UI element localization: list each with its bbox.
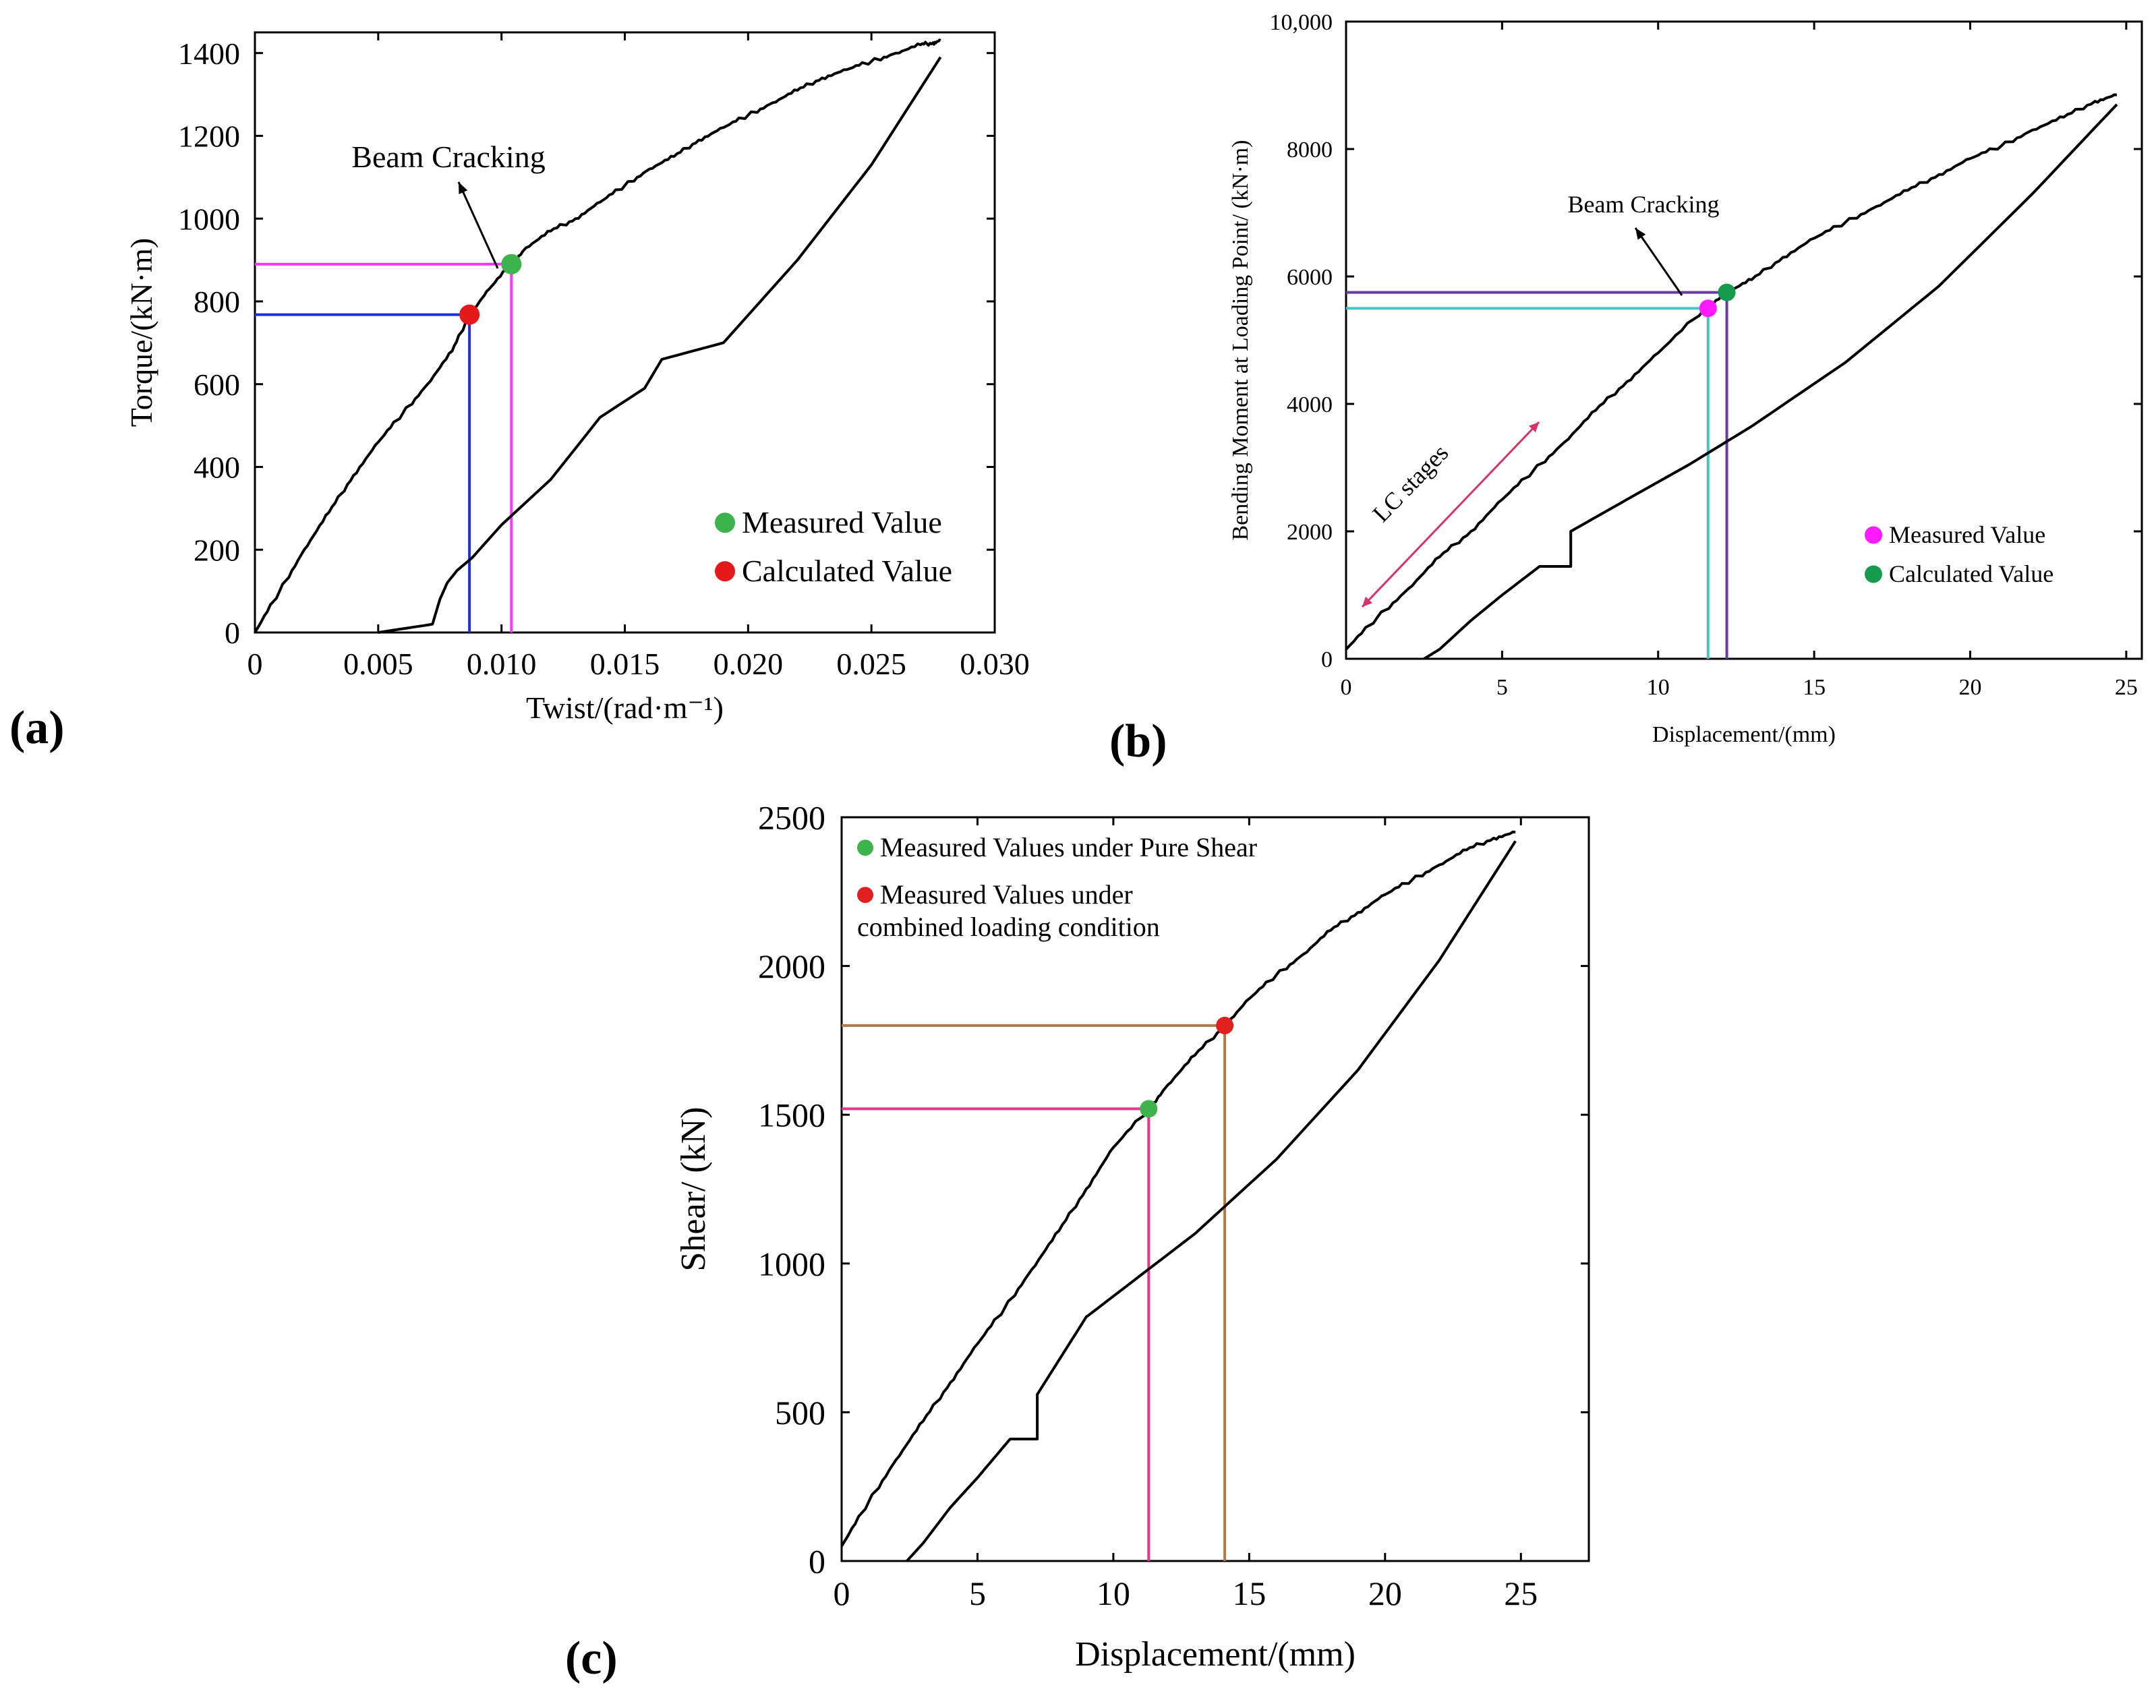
data-point bbox=[1718, 283, 1736, 301]
chart-panel-c: 0 5 10 15 20 25 0 500 1000 1500 2000 2500 Displaceme… bbox=[674, 799, 1590, 1674]
annotation-arrow bbox=[457, 181, 499, 269]
series-line-loading bbox=[254, 38, 941, 634]
annotation-arrow bbox=[1634, 227, 1683, 296]
lc-stages-arrow bbox=[1361, 421, 1540, 608]
chart-panel-b: 0 5 10 15 20 25 0 2000 4000 6000 8000 10,000 Displac… bbox=[1228, 10, 2143, 747]
x-tick-label: 5 bbox=[1496, 675, 1508, 700]
y-axis-label: Torque/(kN·m) bbox=[124, 238, 158, 427]
legend-marker bbox=[1865, 565, 1882, 583]
guide-line bbox=[255, 313, 471, 632]
y-tick-label: 2000 bbox=[758, 947, 825, 985]
lc-stages-arrowhead bbox=[1529, 422, 1539, 433]
x-tick-label: 0.025 bbox=[836, 647, 906, 681]
y-axis-label: Bending Moment at Loading Point/ (kN·m) bbox=[1228, 140, 1253, 541]
data-point bbox=[1216, 1016, 1234, 1034]
plot-frame bbox=[254, 31, 996, 634]
guide-line bbox=[842, 1107, 1150, 1561]
x-axis-label: Twist/(rad·m⁻¹) bbox=[526, 690, 724, 725]
data-point bbox=[501, 254, 522, 274]
legend-label: Measured Value bbox=[1889, 521, 2045, 548]
plot-frame bbox=[840, 816, 1590, 1562]
x-tick-label: 0 bbox=[834, 1574, 850, 1612]
legend-marker bbox=[857, 840, 873, 856]
y-tick-label: 2000 bbox=[1287, 520, 1333, 545]
data-point bbox=[1699, 299, 1717, 318]
y-tick-label: 500 bbox=[775, 1394, 825, 1432]
legend-label: Measured Values under Pure Shear bbox=[880, 832, 1257, 862]
annotation-arrowhead bbox=[459, 182, 468, 194]
x-tick-label: 5 bbox=[969, 1574, 986, 1612]
x-tick-label: 0.030 bbox=[960, 647, 1030, 681]
series-line-unloading bbox=[378, 56, 942, 634]
data-point bbox=[1140, 1100, 1158, 1118]
y-tick-label: 0 bbox=[1321, 647, 1333, 672]
panel-label-a: (a) bbox=[9, 702, 65, 754]
y-tick-label: 1500 bbox=[758, 1096, 825, 1134]
y-tick-label: 0 bbox=[225, 616, 240, 650]
x-tick-label: 0.015 bbox=[590, 647, 660, 681]
x-axis-label: Displacement/(mm) bbox=[1075, 1635, 1356, 1674]
y-tick-label: 800 bbox=[194, 285, 240, 319]
x-tick-label: 20 bbox=[1368, 1574, 1402, 1612]
x-tick-label: 0.005 bbox=[343, 647, 413, 681]
legend-marker bbox=[1865, 526, 1882, 544]
guide-line bbox=[842, 1024, 1227, 1561]
x-tick-label: 10 bbox=[1647, 675, 1670, 700]
legend-marker bbox=[715, 561, 735, 582]
x-tick-label: 15 bbox=[1232, 1574, 1266, 1612]
series-line-loading bbox=[1345, 93, 2118, 651]
y-tick-label: 6000 bbox=[1287, 265, 1333, 290]
legend-label: Calculated Value bbox=[742, 554, 952, 588]
annotation-beam-cracking: Beam Cracking bbox=[351, 140, 545, 174]
y-tick-label: 1000 bbox=[178, 202, 240, 236]
annotation-beam-cracking: Beam Cracking bbox=[1568, 191, 1720, 218]
y-tick-label: 8000 bbox=[1287, 138, 1333, 163]
data-point bbox=[459, 304, 480, 325]
y-tick-label: 4000 bbox=[1287, 392, 1333, 417]
y-tick-label: 1200 bbox=[178, 119, 240, 154]
x-tick-label: 10 bbox=[1097, 1574, 1130, 1612]
legend-label: Measured Values under bbox=[880, 879, 1133, 910]
series-line-unloading bbox=[1423, 103, 2118, 660]
lc-stages-arrowhead bbox=[1362, 596, 1372, 607]
x-axis-label: Displacement/(mm) bbox=[1652, 722, 1836, 747]
y-tick-label: 0 bbox=[809, 1543, 825, 1581]
y-axis-label: Shear/ (kN) bbox=[674, 1107, 713, 1271]
x-tick-label: 20 bbox=[1958, 675, 1981, 700]
x-tick-label: 15 bbox=[1803, 675, 1826, 700]
x-tick-label: 0.010 bbox=[467, 647, 537, 681]
plot-frame bbox=[1345, 20, 2143, 660]
x-tick-label: 0.020 bbox=[713, 647, 784, 681]
x-tick-label: 0 bbox=[247, 647, 263, 681]
y-tick-label: 200 bbox=[194, 533, 240, 567]
series-line-loading bbox=[840, 830, 1516, 1547]
legend-marker bbox=[715, 512, 735, 533]
panel-label-c: (c) bbox=[565, 1632, 618, 1684]
panel-label-b: (b) bbox=[1109, 715, 1167, 767]
y-tick-label: 2500 bbox=[758, 799, 825, 837]
y-tick-label: 600 bbox=[194, 367, 240, 402]
legend-label: Calculated Value bbox=[1889, 560, 2053, 587]
x-tick-label: 0 bbox=[1341, 675, 1352, 700]
legend-label-line2: combined loading condition bbox=[857, 912, 1160, 942]
y-tick-label: 1000 bbox=[758, 1245, 825, 1283]
chart-panel-a: 0 0.005 0.010 0.015 0.020 0.025 0.030 0 200 400 60… bbox=[124, 31, 1030, 725]
y-tick-label: 1400 bbox=[178, 36, 240, 71]
y-tick-label: 10,000 bbox=[1270, 10, 1333, 35]
y-tick-label: 400 bbox=[194, 450, 240, 485]
annotation-arrowhead bbox=[1635, 228, 1646, 240]
legend-marker bbox=[857, 887, 873, 904]
x-tick-label: 25 bbox=[2115, 675, 2138, 700]
legend-label: Measured Value bbox=[742, 505, 942, 539]
x-tick-label: 25 bbox=[1504, 1574, 1538, 1612]
series-line-unloading bbox=[906, 840, 1517, 1562]
lc-stages-label: LC stages bbox=[1367, 439, 1453, 527]
